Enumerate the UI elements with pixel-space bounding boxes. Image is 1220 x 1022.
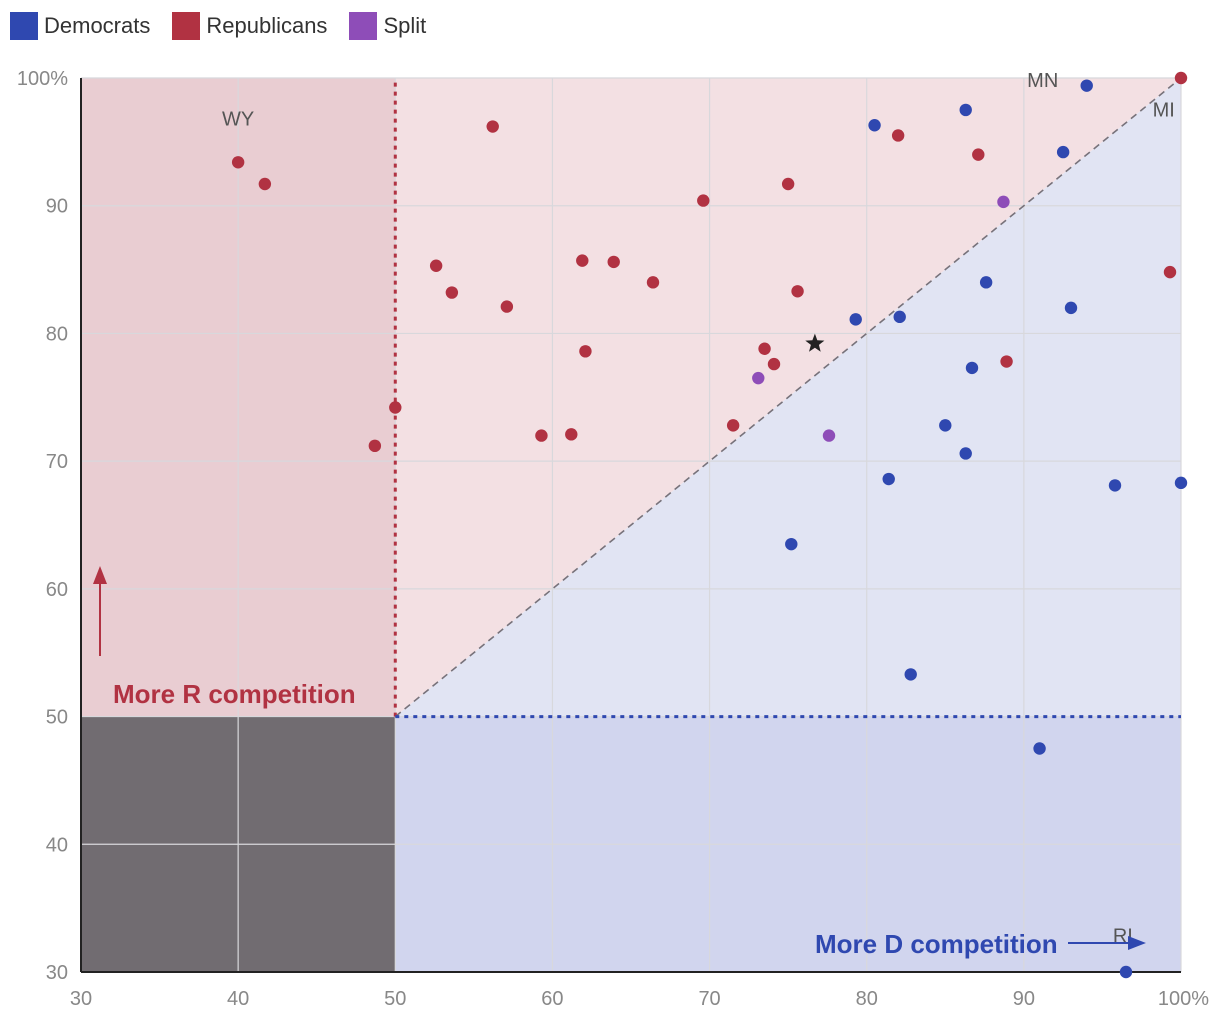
point-republicans (576, 254, 589, 267)
y-tick-label: 50 (46, 707, 68, 729)
legend-item-split[interactable]: Split (349, 12, 426, 40)
point-split (822, 429, 836, 442)
point-republicans (535, 429, 548, 442)
point-democrats (979, 276, 993, 289)
point-democrats (882, 472, 895, 486)
point-democrats (1080, 79, 1093, 92)
point-republicans (565, 428, 578, 441)
x-tick-label: 100% (1158, 988, 1209, 1010)
point-democrats (939, 419, 952, 432)
point-republicans (500, 300, 514, 313)
point-democrats (893, 310, 906, 324)
point-republicans (1174, 71, 1188, 85)
x-tick-label: 50 (384, 988, 406, 1010)
tick-labels: 30 40 50 60 70 80 90 100% 30 40 50 60 70 80 90 100% (17, 68, 1209, 1010)
x-tick-label: 30 (70, 988, 92, 1010)
point-republicans (726, 419, 740, 432)
right-arrow-icon (1128, 936, 1146, 950)
star-icon (805, 333, 825, 352)
point-republicans (1163, 265, 1177, 279)
point-republicans (389, 401, 402, 414)
point-democrats (1174, 476, 1188, 490)
x-tick-label: 40 (227, 988, 249, 1010)
point-democrats (959, 103, 972, 117)
point-republicans (258, 177, 272, 191)
point-democrats (868, 119, 881, 132)
state-label: MI (1153, 99, 1175, 121)
y-tick-label: 80 (46, 323, 68, 345)
point-democrats (849, 313, 862, 326)
x-tick-label: 80 (856, 988, 878, 1010)
point-republicans (791, 285, 804, 298)
point-democrats (959, 447, 972, 460)
reference-lines (393, 77, 1182, 719)
point-split (752, 371, 765, 385)
point-republicans (368, 439, 382, 453)
legend-label: Split (383, 13, 427, 38)
point-democrats (1064, 301, 1078, 315)
point-republicans (579, 345, 592, 358)
point-republicans (607, 255, 620, 269)
y-tick-label: 70 (46, 451, 68, 473)
r-competition-label: More R competition (113, 679, 356, 709)
point-democrats (1056, 145, 1070, 159)
point-split (997, 195, 1010, 209)
legend-label: Republicans (206, 13, 328, 38)
y-tick-label: 30 (46, 962, 68, 984)
legend: Democrats Republicans Split (10, 12, 426, 40)
point-republicans (646, 276, 660, 289)
point-democrats (1119, 965, 1133, 979)
point-republicans (781, 177, 795, 191)
point-republicans (486, 120, 499, 133)
legend-item-democrats[interactable]: Democrats (10, 12, 150, 40)
point-republicans (1000, 355, 1013, 368)
data-points (231, 71, 1188, 979)
republicans-swatch (172, 12, 201, 40)
point-republicans (231, 156, 245, 169)
split-swatch (349, 12, 378, 40)
y-tick-label: 90 (46, 196, 68, 218)
point-republicans (891, 129, 905, 142)
x-tick-label: 70 (698, 988, 720, 1010)
x-tick-label: 90 (1013, 988, 1035, 1010)
point-democrats (904, 668, 917, 681)
point-republicans (972, 148, 985, 161)
point-republicans (758, 342, 771, 355)
point-democrats (785, 537, 798, 551)
legend-label: Democrats (44, 13, 151, 38)
point-republicans (429, 259, 443, 272)
y-tick-label: 100% (17, 68, 68, 90)
point-democrats (1108, 479, 1122, 492)
point-republicans (445, 286, 459, 299)
axes (80, 78, 1181, 973)
up-arrow-icon (93, 566, 107, 584)
democrats-swatch (10, 12, 38, 40)
point-republicans (697, 194, 710, 207)
legend-item-republicans[interactable]: Republicans (172, 12, 327, 40)
x-tick-label: 60 (541, 988, 563, 1010)
y-tick-label: 40 (46, 834, 68, 856)
point-democrats (965, 361, 979, 375)
state-label: MN (1027, 70, 1058, 92)
diagonal-line (394, 77, 1182, 718)
state-label: WY (222, 108, 254, 130)
point-democrats (1033, 742, 1046, 755)
point-republicans (767, 357, 781, 371)
y-tick-label: 60 (46, 579, 68, 601)
d-competition-label: More D competition (815, 929, 1058, 959)
